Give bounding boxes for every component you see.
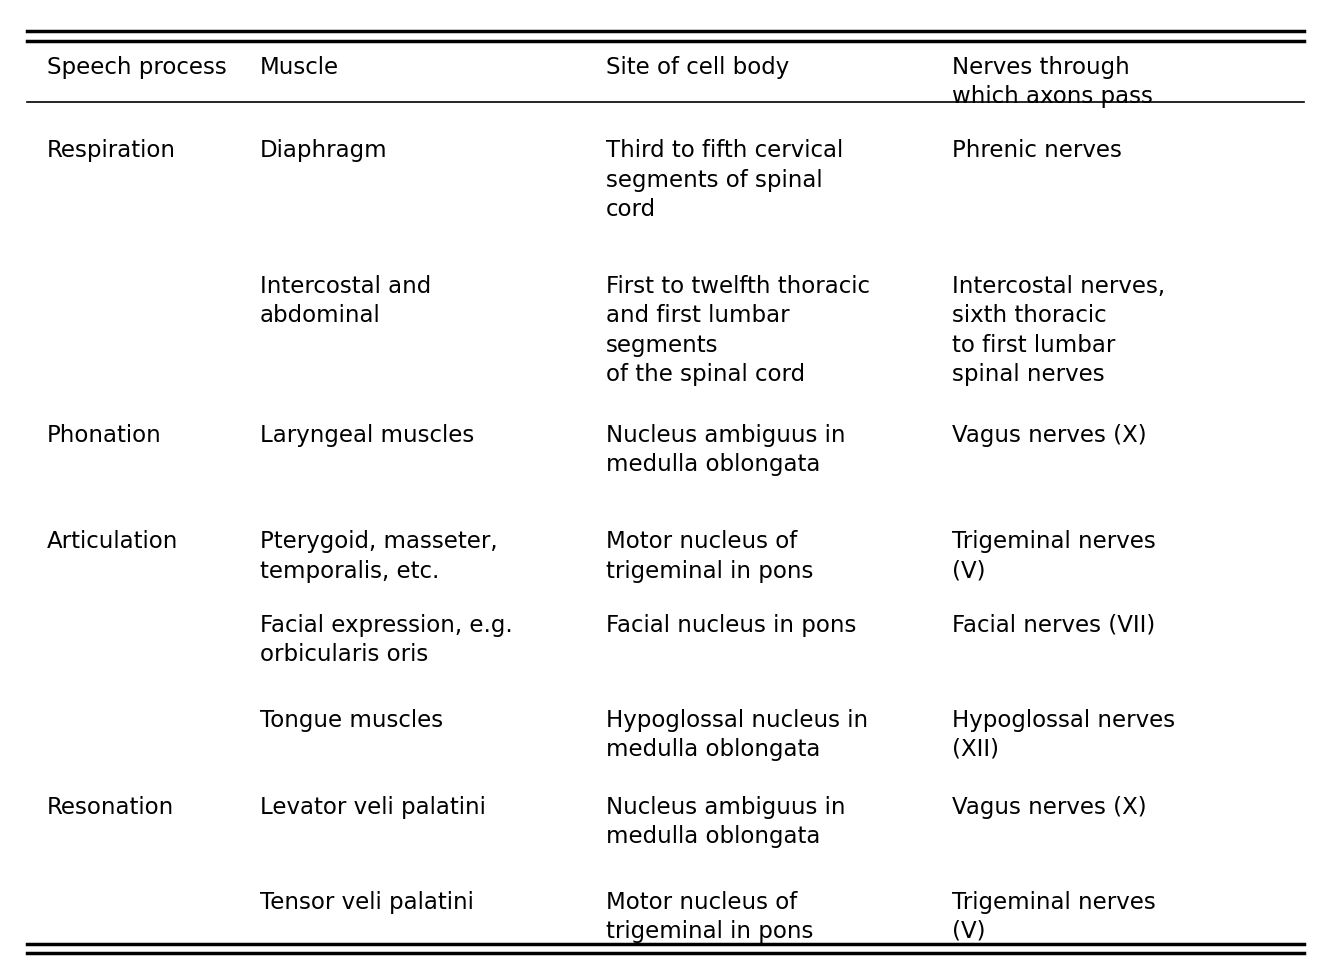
Text: Trigeminal nerves
(V): Trigeminal nerves (V) xyxy=(952,530,1155,583)
Text: Motor nucleus of
trigeminal in pons: Motor nucleus of trigeminal in pons xyxy=(606,891,813,943)
Text: Articulation: Articulation xyxy=(47,530,178,554)
Text: Nucleus ambiguus in
medulla oblongata: Nucleus ambiguus in medulla oblongata xyxy=(606,796,845,848)
Text: Facial nerves (VII): Facial nerves (VII) xyxy=(952,614,1155,637)
Text: Vagus nerves (X): Vagus nerves (X) xyxy=(952,796,1146,819)
Text: Tensor veli palatini: Tensor veli palatini xyxy=(260,891,474,914)
Text: Intercostal and
abdominal: Intercostal and abdominal xyxy=(260,275,431,327)
Text: Site of cell body: Site of cell body xyxy=(606,56,789,79)
Text: Levator veli palatini: Levator veli palatini xyxy=(260,796,486,819)
Text: Nerves through
which axons pass: Nerves through which axons pass xyxy=(952,56,1153,108)
Text: Third to fifth cervical
segments of spinal
cord: Third to fifth cervical segments of spin… xyxy=(606,139,843,221)
Text: Tongue muscles: Tongue muscles xyxy=(260,709,443,732)
Text: Speech process: Speech process xyxy=(47,56,226,79)
Text: Resonation: Resonation xyxy=(47,796,174,819)
Text: Hypoglossal nucleus in
medulla oblongata: Hypoglossal nucleus in medulla oblongata xyxy=(606,709,868,761)
Text: First to twelfth thoracic
and first lumbar
segments
of the spinal cord: First to twelfth thoracic and first lumb… xyxy=(606,275,869,386)
Text: Hypoglossal nerves
(XII): Hypoglossal nerves (XII) xyxy=(952,709,1175,761)
Text: Vagus nerves (X): Vagus nerves (X) xyxy=(952,424,1146,447)
Text: Pterygoid, masseter,
temporalis, etc.: Pterygoid, masseter, temporalis, etc. xyxy=(260,530,498,583)
Text: Trigeminal nerves
(V): Trigeminal nerves (V) xyxy=(952,891,1155,943)
Text: Phrenic nerves: Phrenic nerves xyxy=(952,139,1122,163)
Text: Facial expression, e.g.
orbicularis oris: Facial expression, e.g. orbicularis oris xyxy=(260,614,512,666)
Text: Laryngeal muscles: Laryngeal muscles xyxy=(260,424,474,447)
Text: Facial nucleus in pons: Facial nucleus in pons xyxy=(606,614,856,637)
Text: Respiration: Respiration xyxy=(47,139,176,163)
Text: Muscle: Muscle xyxy=(260,56,338,79)
Text: Nucleus ambiguus in
medulla oblongata: Nucleus ambiguus in medulla oblongata xyxy=(606,424,845,476)
Text: Intercostal nerves,
sixth thoracic
to first lumbar
spinal nerves: Intercostal nerves, sixth thoracic to fi… xyxy=(952,275,1165,386)
Text: Motor nucleus of
trigeminal in pons: Motor nucleus of trigeminal in pons xyxy=(606,530,813,583)
Text: Diaphragm: Diaphragm xyxy=(260,139,387,163)
Text: Phonation: Phonation xyxy=(47,424,161,447)
